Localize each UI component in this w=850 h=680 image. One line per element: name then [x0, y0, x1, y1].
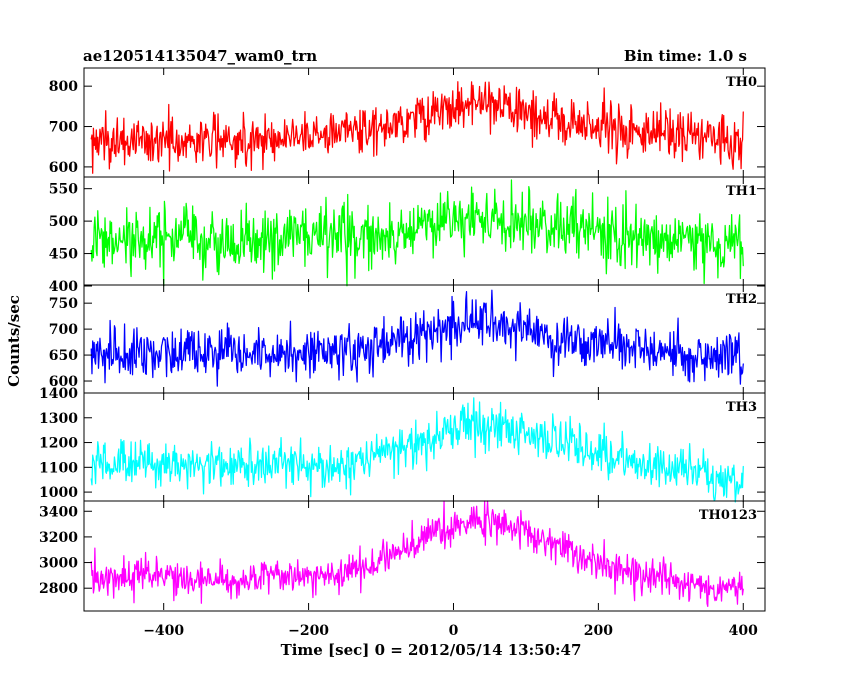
text-layer: ae120514135047_wam0_trn Bin time: 1.0 s … [5, 47, 758, 659]
series-th0 [90, 81, 744, 174]
y-tick-label-th3-2: 1200 [39, 436, 78, 452]
y-tick-label-th3-1: 1100 [39, 460, 78, 476]
plot-frame [83, 67, 766, 612]
y-tick-label-th2-0: 600 [49, 374, 78, 390]
y-axis-label: Counts/sec [5, 295, 23, 387]
panel-label-th0123: TH0123 [699, 508, 757, 523]
x-tick-label-2: 0 [449, 623, 459, 639]
series-th0123 [90, 500, 744, 608]
x-tick-label-1: −200 [288, 623, 329, 639]
title-right: Bin time: 1.0 s [624, 47, 747, 65]
panel-label-th2: TH2 [726, 292, 757, 307]
y-tick-label-th0123-1: 3000 [39, 556, 78, 572]
y-tick-label-th2-2: 700 [49, 322, 78, 338]
series-th3 [90, 397, 744, 503]
series-th2 [90, 289, 744, 387]
y-tick-label-th0-1: 700 [49, 120, 78, 136]
frame-layer [83, 67, 766, 612]
y-tick-label-th3-0: 1000 [39, 485, 78, 501]
y-tick-label-th2-3: 750 [49, 296, 78, 312]
y-tick-label-th0123-0: 2800 [39, 581, 78, 597]
title-left: ae120514135047_wam0_trn [83, 47, 317, 65]
x-tick-label-3: 200 [584, 623, 613, 639]
y-tick-label-th3-3: 1300 [39, 411, 78, 427]
y-tick-label-th0123-3: 3400 [39, 504, 78, 520]
y-tick-label-th0123-2: 3200 [39, 530, 78, 546]
x-tick-label-4: 400 [729, 623, 758, 639]
panel-label-th3: TH3 [726, 400, 757, 415]
y-tick-label-th0-0: 600 [49, 160, 78, 176]
y-tick-label-th0-2: 800 [49, 79, 78, 95]
y-tick-label-th1-0: 400 [49, 279, 78, 295]
y-tick-label-th1-3: 550 [49, 182, 78, 198]
y-tick-label-th1-1: 450 [49, 247, 78, 263]
y-tick-label-th1-2: 500 [49, 214, 78, 230]
series-layer [90, 81, 744, 608]
panel-label-th1: TH1 [726, 184, 757, 199]
y-tick-label-th2-1: 650 [49, 348, 78, 364]
x-axis-label: Time [sec] 0 = 2012/05/14 13:50:47 [281, 641, 582, 659]
y-tick-label-th3-4: 1400 [39, 386, 78, 402]
series-th1 [90, 179, 744, 287]
panel-label-th0: TH0 [726, 75, 757, 90]
x-tick-label-0: −400 [143, 623, 184, 639]
